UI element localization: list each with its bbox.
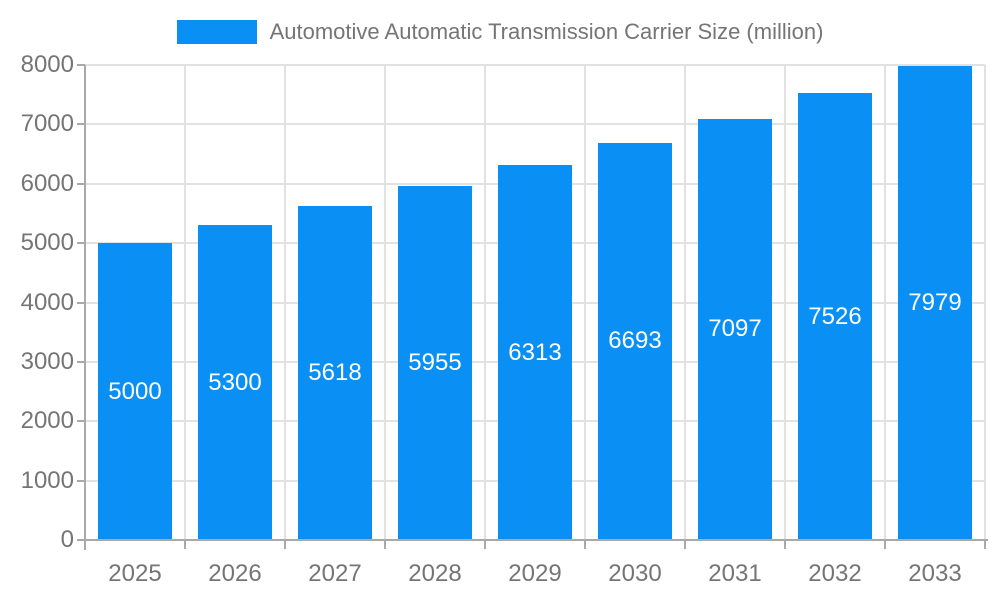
x-axis-tick-label: 2027 — [308, 560, 362, 587]
x-tick-mark — [184, 540, 186, 549]
x-axis-tick-label: 2030 — [608, 560, 662, 587]
y-tick-mark — [77, 64, 85, 66]
x-axis-tick-label: 2028 — [408, 560, 462, 587]
gridline-vertical — [384, 65, 386, 540]
y-axis-tick-label: 5000 — [20, 229, 74, 257]
x-axis-tick-label: 2029 — [508, 560, 562, 587]
y-axis-tick-label: 6000 — [20, 169, 74, 197]
y-axis-tick-label: 4000 — [20, 288, 74, 316]
x-axis-tick-label: 2026 — [208, 560, 262, 587]
gridline-vertical — [784, 65, 786, 540]
x-tick-mark — [284, 540, 286, 549]
y-tick-mark — [77, 360, 85, 363]
bar-value-label: 5300 — [208, 368, 262, 396]
x-tick-mark — [384, 540, 386, 549]
bar: 7526 — [798, 93, 872, 540]
y-tick-mark — [77, 479, 85, 482]
gridline-vertical — [484, 65, 486, 540]
gridline-vertical — [984, 65, 986, 540]
x-tick-mark — [884, 540, 886, 549]
y-axis-tick-label: 7000 — [20, 110, 74, 138]
gridline-vertical — [184, 65, 186, 540]
bar-value-label: 6693 — [608, 327, 662, 355]
bar-value-label: 7526 — [808, 302, 862, 330]
bar: 5000 — [98, 243, 172, 540]
x-axis-line — [84, 539, 988, 541]
chart-legend: Automotive Automatic Transmission Carrie… — [0, 19, 1000, 45]
legend-swatch-icon — [176, 20, 257, 44]
x-tick-mark — [784, 540, 786, 549]
bar-value-label: 5955 — [408, 349, 462, 377]
x-axis-tick-label: 2032 — [808, 560, 862, 587]
bar: 6313 — [498, 165, 572, 540]
y-axis-tick-label: 8000 — [20, 51, 74, 78]
gridline-vertical — [684, 65, 686, 540]
bar: 5955 — [398, 186, 472, 540]
bar-value-label: 7097 — [708, 315, 762, 343]
x-tick-mark — [584, 540, 586, 549]
bar-value-label: 7979 — [908, 289, 962, 317]
x-tick-mark — [984, 540, 986, 549]
bar: 7979 — [898, 66, 972, 540]
x-axis-tick-label: 2025 — [108, 560, 162, 587]
x-tick-mark — [684, 540, 686, 549]
bar: 7097 — [698, 118, 772, 540]
y-axis-tick-label: 3000 — [20, 347, 74, 375]
bar-value-label: 5618 — [308, 359, 362, 387]
gridline-vertical — [884, 65, 886, 540]
y-axis-line — [84, 65, 86, 550]
y-tick-mark — [77, 182, 85, 185]
bar: 5618 — [298, 206, 372, 540]
y-tick-mark — [77, 123, 85, 126]
gridline-horizontal — [85, 64, 985, 66]
y-tick-mark — [77, 301, 85, 304]
x-tick-mark — [484, 540, 486, 549]
y-axis-tick-label: 0 — [60, 526, 74, 553]
x-axis-tick-label: 2031 — [708, 560, 762, 587]
y-tick-mark — [77, 242, 85, 245]
bar-value-label: 5000 — [108, 377, 162, 405]
gridline-vertical — [284, 65, 286, 540]
x-axis-tick-label: 2033 — [908, 560, 962, 587]
y-tick-mark — [77, 539, 85, 541]
y-axis-tick-label: 2000 — [20, 407, 74, 435]
gridline-horizontal — [85, 123, 985, 126]
bar: 6693 — [598, 142, 672, 540]
y-axis-tick-label: 1000 — [20, 466, 74, 494]
gridline-vertical — [584, 65, 586, 540]
bar: 5300 — [198, 225, 272, 540]
x-tick-mark — [84, 540, 86, 549]
chart-title: Automotive Automatic Transmission Carrie… — [269, 19, 824, 44]
bar-value-label: 6313 — [508, 338, 562, 366]
y-tick-mark — [77, 420, 85, 423]
